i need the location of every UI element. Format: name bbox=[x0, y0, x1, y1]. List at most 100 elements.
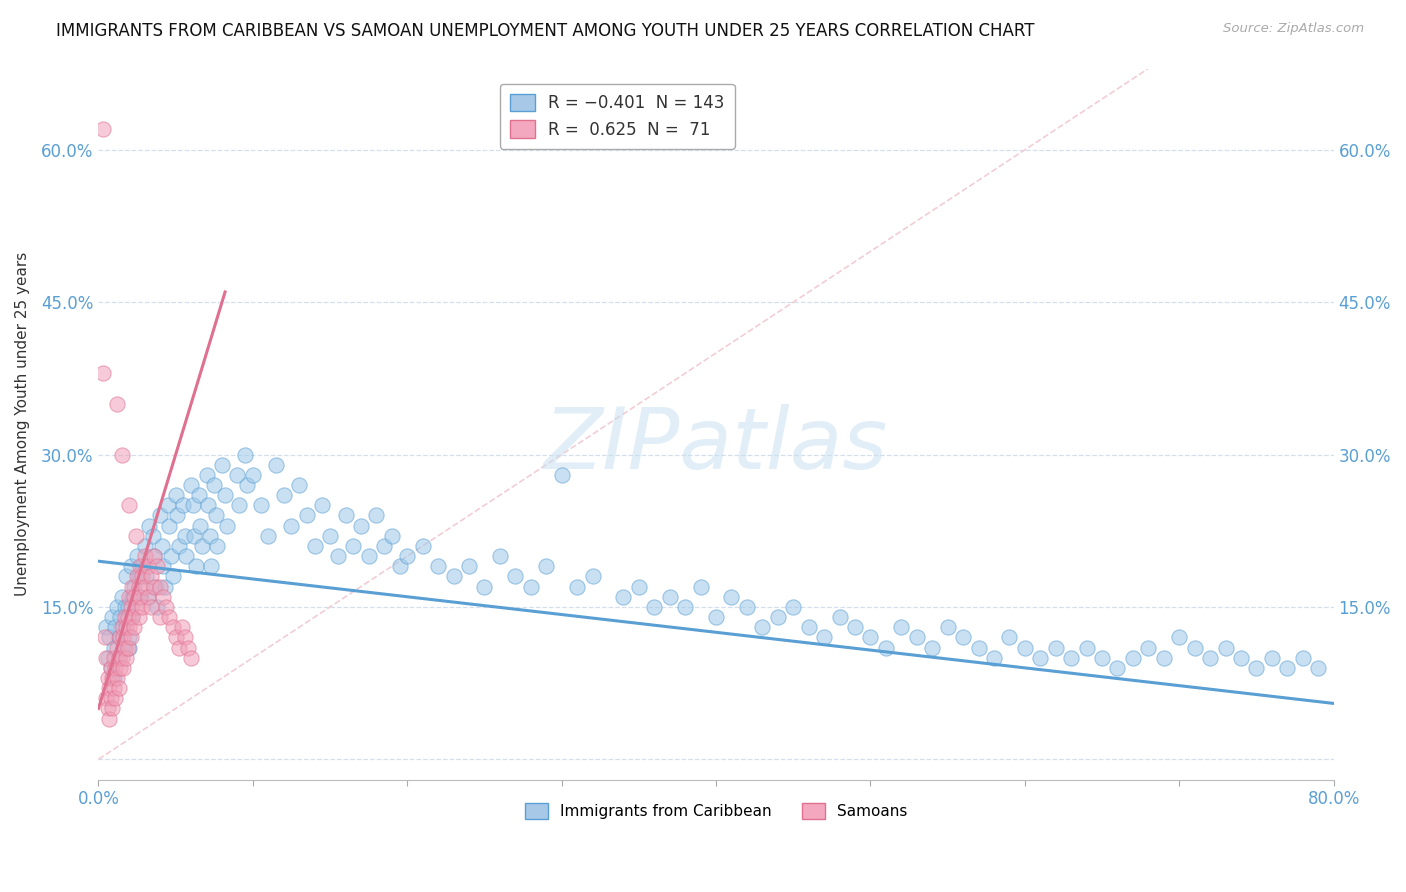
Point bbox=[143, 580, 166, 594]
Point bbox=[101, 610, 124, 624]
Point bbox=[136, 559, 159, 574]
Point bbox=[117, 640, 139, 655]
Point bbox=[134, 580, 156, 594]
Point bbox=[264, 458, 287, 472]
Point bbox=[111, 620, 134, 634]
Point bbox=[105, 397, 128, 411]
Point bbox=[108, 610, 131, 624]
Point bbox=[766, 610, 789, 624]
Point bbox=[167, 640, 190, 655]
Point bbox=[118, 640, 141, 655]
Point bbox=[1199, 650, 1222, 665]
Point bbox=[114, 599, 136, 614]
Point bbox=[952, 631, 974, 645]
Point bbox=[643, 599, 665, 614]
Point bbox=[139, 599, 162, 614]
Point bbox=[658, 590, 681, 604]
Point bbox=[121, 610, 143, 624]
Point bbox=[125, 599, 148, 614]
Point bbox=[273, 488, 295, 502]
Point bbox=[129, 559, 152, 574]
Point bbox=[152, 590, 174, 604]
Point bbox=[112, 661, 135, 675]
Point bbox=[97, 671, 120, 685]
Point bbox=[844, 620, 866, 634]
Point bbox=[233, 448, 256, 462]
Point bbox=[180, 650, 202, 665]
Point bbox=[103, 640, 125, 655]
Point bbox=[118, 620, 141, 634]
Point bbox=[141, 529, 163, 543]
Point bbox=[197, 499, 219, 513]
Point bbox=[146, 559, 169, 574]
Point bbox=[581, 569, 603, 583]
Point bbox=[319, 529, 342, 543]
Point bbox=[155, 599, 177, 614]
Point bbox=[122, 580, 145, 594]
Point bbox=[153, 580, 176, 594]
Point bbox=[156, 499, 179, 513]
Point bbox=[326, 549, 349, 563]
Point bbox=[105, 640, 128, 655]
Point bbox=[120, 559, 142, 574]
Point bbox=[366, 508, 388, 523]
Point bbox=[114, 640, 136, 655]
Point bbox=[443, 569, 465, 583]
Point bbox=[107, 681, 129, 696]
Point bbox=[159, 610, 181, 624]
Point bbox=[108, 631, 131, 645]
Point bbox=[1153, 650, 1175, 665]
Point bbox=[143, 549, 166, 563]
Point bbox=[1184, 640, 1206, 655]
Text: ZIPatlas: ZIPatlas bbox=[544, 404, 889, 487]
Point bbox=[117, 610, 139, 624]
Point bbox=[1045, 640, 1067, 655]
Point bbox=[98, 712, 121, 726]
Point bbox=[1230, 650, 1253, 665]
Point bbox=[107, 650, 129, 665]
Point bbox=[342, 539, 364, 553]
Point bbox=[124, 529, 146, 543]
Point bbox=[104, 661, 127, 675]
Point bbox=[474, 580, 496, 594]
Point bbox=[520, 580, 543, 594]
Point bbox=[751, 620, 773, 634]
Point bbox=[96, 620, 118, 634]
Point bbox=[104, 691, 127, 706]
Point bbox=[288, 478, 311, 492]
Point bbox=[735, 599, 758, 614]
Point bbox=[149, 610, 172, 624]
Point bbox=[112, 620, 135, 634]
Point bbox=[121, 580, 143, 594]
Point bbox=[181, 499, 204, 513]
Point bbox=[890, 620, 912, 634]
Y-axis label: Unemployment Among Youth under 25 years: Unemployment Among Youth under 25 years bbox=[15, 252, 30, 596]
Point bbox=[211, 458, 233, 472]
Point bbox=[100, 691, 122, 706]
Point bbox=[131, 599, 153, 614]
Point bbox=[131, 569, 153, 583]
Point bbox=[122, 620, 145, 634]
Point bbox=[105, 671, 128, 685]
Point bbox=[162, 620, 184, 634]
Point bbox=[304, 539, 326, 553]
Point bbox=[207, 539, 229, 553]
Point bbox=[1308, 661, 1330, 675]
Point bbox=[166, 508, 188, 523]
Point bbox=[936, 620, 959, 634]
Point bbox=[105, 599, 128, 614]
Point bbox=[1292, 650, 1315, 665]
Point bbox=[720, 590, 742, 604]
Point bbox=[280, 518, 302, 533]
Point bbox=[115, 650, 138, 665]
Point bbox=[121, 590, 143, 604]
Point bbox=[100, 661, 122, 675]
Point bbox=[134, 549, 156, 563]
Point bbox=[134, 539, 156, 553]
Point bbox=[128, 580, 150, 594]
Point bbox=[427, 559, 450, 574]
Point bbox=[103, 650, 125, 665]
Point bbox=[357, 549, 380, 563]
Point bbox=[704, 610, 727, 624]
Point bbox=[101, 671, 124, 685]
